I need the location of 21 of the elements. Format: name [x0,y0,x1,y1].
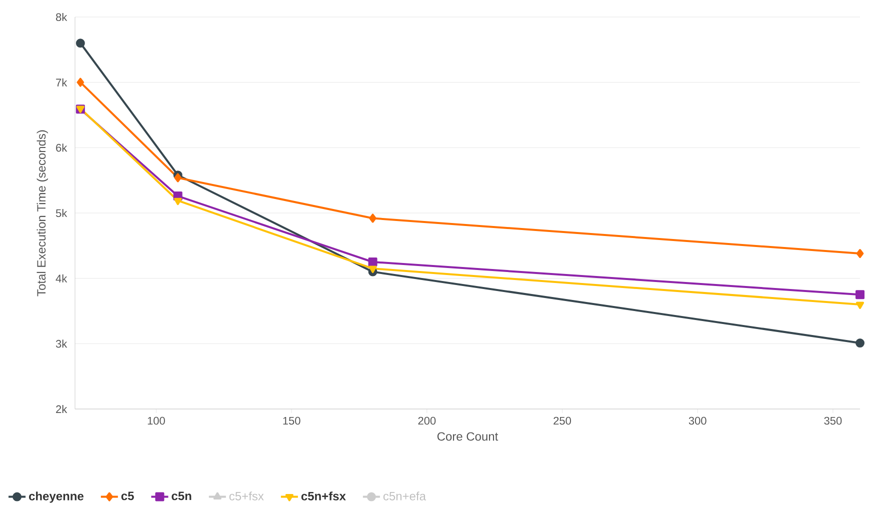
x-tick-label: 250 [554,416,571,425]
x-axis-title: Core Count [437,432,498,441]
legend-label: c5+fsx [229,492,264,500]
y-axis-title: Total Execution Time (seconds) [36,130,48,296]
y-tick-label: 4k [56,274,68,282]
legend-label: c5n+fsx [301,492,346,500]
x-tick-label: 300 [688,416,706,425]
y-tick-label: 5k [56,208,68,218]
y-tick-label: 7k [56,78,68,86]
y-tick-label: 2k [56,405,68,413]
y-tick-label: 3k [56,340,68,348]
legend-label: cheyenne [29,492,84,503]
y-tick-label: 6k [56,144,68,152]
legend-label: c5 [121,492,134,500]
legend-label: c5n+efa [383,492,426,500]
legend-label: c5n [172,492,192,500]
x-tick-label: 100 [148,416,165,425]
x-tick-label: 200 [418,416,436,425]
y-tick-label: 8k [56,12,68,22]
x-tick-label: 150 [283,416,300,425]
x-tick-label: 350 [824,416,842,425]
